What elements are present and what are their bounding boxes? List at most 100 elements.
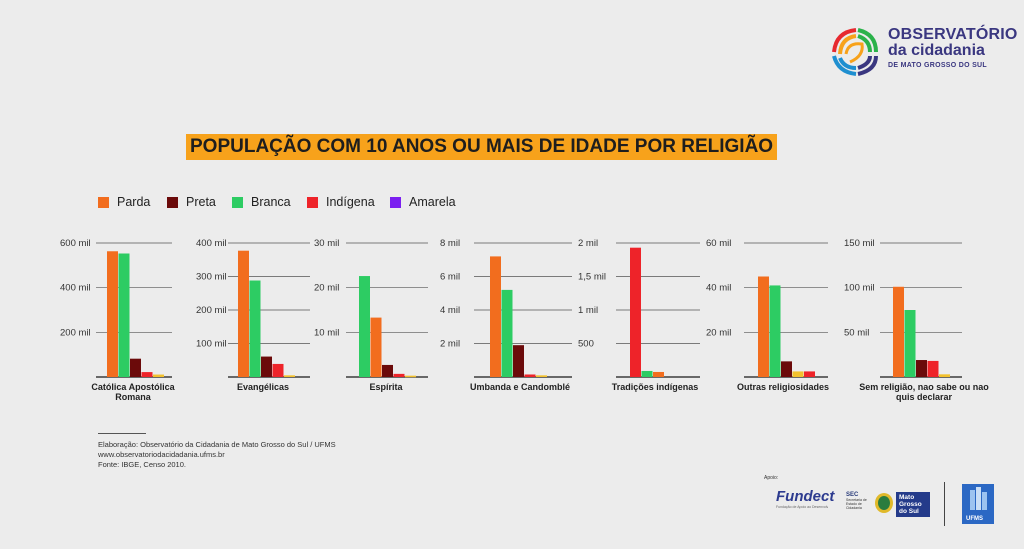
y-tick-label: 2 mil — [578, 238, 598, 249]
gov-ms-logo: Mato Grosso do Sul — [874, 492, 930, 517]
logo-line-2: da cidadania — [888, 42, 985, 59]
legend-label: Amarela — [409, 195, 456, 209]
sponsor-divider — [944, 482, 945, 526]
bar-preta — [513, 345, 524, 377]
gov-ms-badge: Mato Grosso do Sul — [896, 492, 930, 517]
sec-subtitle: Secretaria de Estado de Cidadania — [846, 498, 867, 510]
bar-parda — [238, 250, 249, 377]
footer-divider — [98, 433, 146, 434]
bar-preta — [261, 356, 272, 377]
y-tick-label: 300 mil — [196, 272, 227, 283]
bar-parda — [653, 371, 664, 377]
bar-parda — [370, 317, 382, 377]
y-tick-label: 8 mil — [440, 238, 460, 249]
bar-parda — [893, 286, 904, 377]
y-tick-label: 1 mil — [578, 305, 598, 316]
footer-website: www.observatoriodacidadania.ufms.br — [98, 450, 225, 459]
bar-indígena — [393, 373, 405, 377]
bar-preta — [916, 360, 927, 377]
legend-label: Parda — [117, 195, 151, 209]
y-tick-label: 400 mil — [196, 238, 227, 249]
bar-indígena — [524, 374, 536, 377]
legend-swatch — [307, 197, 318, 208]
bar-amarela — [792, 371, 804, 377]
y-tick-label: 500 — [578, 339, 594, 350]
y-tick-label: 40 mil — [706, 283, 731, 294]
bar-branca — [641, 370, 653, 377]
bar-preta — [781, 361, 792, 377]
y-tick-label: 1,5 mil — [578, 272, 606, 283]
y-tick-label: 150 mil — [844, 238, 875, 249]
chart-title: POPULAÇÃO COM 10 ANOS OU MAIS DE IDADE P… — [186, 134, 778, 160]
logo-line-1: OBSERVATÓRIO — [888, 26, 1018, 43]
y-tick-label: 100 mil — [196, 339, 227, 350]
sec-wordmark: SEC — [846, 492, 859, 498]
apoio-label: Apoio: — [764, 475, 779, 481]
bar-parda — [758, 276, 769, 377]
ufms-building-icon — [970, 487, 987, 510]
legend-swatch — [232, 197, 243, 208]
legend-label: Preta — [186, 195, 216, 209]
y-tick-label: 50 mil — [844, 327, 869, 338]
bar-amarela — [284, 375, 295, 377]
y-tick-label: 400 mil — [60, 283, 91, 294]
bar-parda — [107, 251, 118, 377]
coat-of-arms-icon — [875, 493, 893, 513]
ufms-wordmark: UFMS — [966, 516, 983, 522]
y-tick-label: 30 mil — [314, 238, 339, 249]
legend-swatch — [390, 197, 401, 208]
category-label: Católica Apostólica Romana — [91, 382, 175, 402]
legend-swatch — [98, 197, 109, 208]
bar-indígena — [927, 360, 939, 377]
bar-branca — [501, 289, 513, 377]
bar-amarela — [153, 374, 164, 377]
y-tick-label: 60 mil — [706, 238, 731, 249]
ufms-logo: UFMS — [962, 484, 994, 524]
bar-amarela — [939, 374, 950, 377]
category-label: Tradições indígenas — [611, 382, 699, 392]
y-tick-label: 200 mil — [196, 305, 227, 316]
fingerprint-logo-icon — [832, 28, 878, 76]
bar-indígena — [141, 372, 153, 377]
y-tick-label: 20 mil — [706, 327, 731, 338]
y-tick-label: 2 mil — [440, 339, 460, 350]
category-label: Umbanda e Candomblé — [469, 382, 570, 392]
sec-logo: SEC Secretaria de Estado de Cidadania — [846, 492, 872, 510]
observatorio-logo: OBSERVATÓRIO da cidadania DE MATO GROSSO… — [826, 22, 1018, 78]
footer-source: Fonte: IBGE, Censo 2010. — [98, 460, 186, 469]
fundect-subtitle: Fundação de Apoio ao Desenvolvimento do … — [776, 505, 828, 509]
bar-amarela — [405, 375, 416, 378]
bar-branca — [249, 280, 261, 377]
y-tick-label: 10 mil — [314, 327, 339, 338]
y-tick-label: 4 mil — [440, 305, 460, 316]
category-label: Evangélicas — [236, 382, 290, 392]
category-label: Sem religião, nao sabe ou nao quis decla… — [859, 382, 989, 402]
bar-preta — [382, 364, 393, 377]
bar-branca — [118, 253, 130, 377]
category-label: Espírita — [369, 382, 403, 392]
fundect-logo: Fundect Fundação de Apoio ao Desenvolvim… — [776, 488, 834, 509]
legend-swatch — [167, 197, 178, 208]
bar-branca — [769, 285, 781, 377]
bar-indígena — [804, 371, 815, 377]
y-tick-label: 100 mil — [844, 283, 875, 294]
bar-preta — [130, 358, 141, 377]
y-tick-label: 600 mil — [60, 238, 91, 249]
bar-parda — [490, 256, 501, 377]
bar-amarela — [536, 375, 547, 377]
fundect-wordmark: Fundect — [776, 488, 835, 505]
footer-credit: Elaboração: Observatório da Cidadania de… — [98, 440, 336, 449]
y-tick-label: 6 mil — [440, 272, 460, 283]
category-label: Outras religiosidades — [736, 382, 830, 392]
legend-label: Indígena — [326, 195, 375, 209]
bar-branca — [359, 276, 370, 377]
logo-line-3: DE MATO GROSSO DO SUL — [888, 62, 987, 69]
y-tick-label: 200 mil — [60, 327, 91, 338]
